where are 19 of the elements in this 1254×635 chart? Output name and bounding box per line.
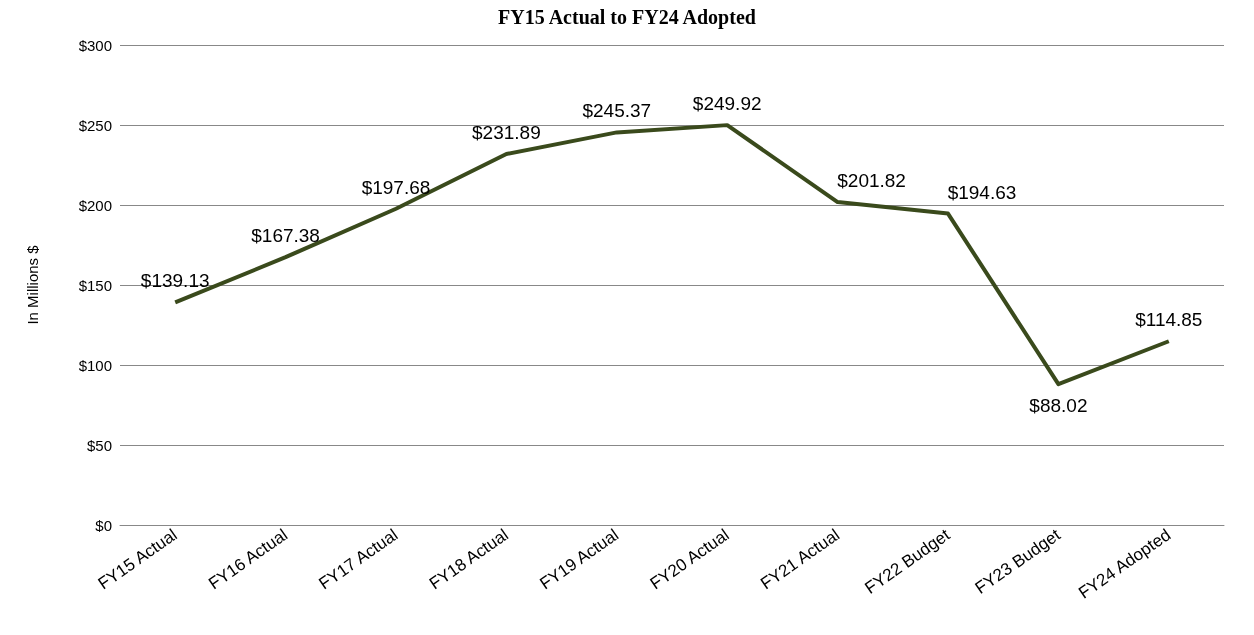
data-label: $245.37 xyxy=(582,100,652,122)
data-label: $139.13 xyxy=(140,270,210,292)
data-label: $197.68 xyxy=(361,176,431,198)
y-tick-label: $150 xyxy=(78,276,112,294)
y-tick-label: $0 xyxy=(95,516,112,534)
data-label: $201.82 xyxy=(837,170,906,192)
y-tick-label: $50 xyxy=(86,436,112,454)
data-label: $231.89 xyxy=(472,121,541,143)
y-tick-label: $100 xyxy=(78,356,112,374)
y-tick-label: $300 xyxy=(78,36,112,54)
data-label: $249.92 xyxy=(692,93,762,115)
y-tick-label: $250 xyxy=(78,116,112,134)
data-label: $194.63 xyxy=(947,181,1017,203)
data-label: $88.02 xyxy=(1029,395,1088,417)
y-axis-title: In Millions $ xyxy=(24,244,41,325)
data-label: $114.85 xyxy=(1135,309,1203,331)
data-label: $167.38 xyxy=(251,225,320,247)
chart-title: FY15 Actual to FY24 Adopted xyxy=(498,6,756,29)
y-tick-label: $200 xyxy=(78,196,112,214)
